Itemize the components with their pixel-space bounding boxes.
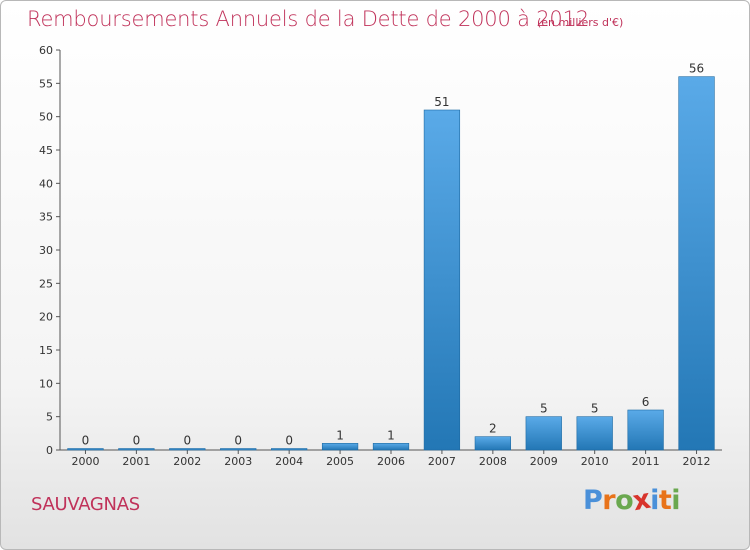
data-label: 2 [489, 422, 497, 436]
y-tick-label: 5 [46, 411, 53, 424]
logo-letter: i [671, 485, 681, 516]
y-tick-label: 0 [46, 444, 53, 457]
x-tick-label: 2010 [581, 455, 609, 468]
x-tick-label: 2001 [122, 455, 150, 468]
logo-letter: r [602, 485, 616, 516]
bars [67, 76, 715, 451]
y-tick-label: 25 [39, 277, 53, 290]
y-tick-label: 10 [39, 377, 53, 390]
bar [271, 448, 308, 451]
data-label: 0 [285, 434, 293, 448]
data-label: 56 [689, 62, 704, 76]
x-tick-label: 2012 [683, 455, 711, 468]
data-label: 1 [387, 428, 395, 442]
x-tick-label: 2003 [224, 455, 252, 468]
proxiti-logo: Proxiti [583, 484, 681, 517]
bar [678, 76, 715, 451]
x-tick-label: 2000 [71, 455, 99, 468]
bar [474, 436, 511, 451]
logo-letter: o [615, 485, 634, 516]
data-label: 0 [234, 434, 242, 448]
x-tick-label: 2008 [479, 455, 507, 468]
chart-title: Remboursements Annuels de la Dette de 20… [27, 7, 589, 31]
x-tick-label: 2011 [632, 455, 660, 468]
logo-letter: P [583, 485, 603, 516]
data-label: 0 [183, 434, 191, 448]
bar [321, 443, 359, 451]
bar [525, 416, 562, 451]
bar [627, 409, 664, 451]
x-tick-label: 2007 [428, 455, 456, 468]
y-tick-label: 40 [39, 177, 53, 190]
data-label: 5 [591, 402, 599, 416]
y-tick-label: 50 [39, 111, 53, 124]
bar [423, 109, 461, 451]
data-label: 5 [540, 402, 548, 416]
x-tick-label: 2002 [173, 455, 201, 468]
data-label: 6 [642, 395, 650, 409]
y-tick-label: 30 [39, 244, 53, 257]
y-tick-label: 55 [39, 77, 53, 90]
x-tick-label: 2009 [530, 455, 558, 468]
y-tick-label: 60 [39, 44, 53, 57]
bar [220, 448, 257, 451]
y-tick-label: 15 [39, 344, 53, 357]
chart-subtitle: (en milliers d'€) [537, 16, 624, 29]
y-tick-label: 45 [39, 144, 53, 157]
logo-letter: i [650, 485, 659, 516]
bar [67, 448, 104, 451]
logo-letter: t [658, 485, 672, 516]
bar [169, 448, 206, 451]
x-tick-label: 2005 [326, 455, 354, 468]
x-tick-label: 2006 [377, 455, 405, 468]
data-label: 0 [133, 434, 141, 448]
data-label: 1 [336, 428, 344, 442]
data-label: 0 [82, 434, 90, 448]
commune-name: SAUVAGNAS [31, 494, 140, 515]
y-tick-label: 20 [39, 311, 53, 324]
bar [576, 416, 613, 451]
bar [372, 443, 410, 451]
y-tick-label: 35 [39, 211, 53, 224]
bar [118, 448, 155, 451]
data-label: 51 [434, 95, 449, 109]
x-tick-label: 2004 [275, 455, 303, 468]
